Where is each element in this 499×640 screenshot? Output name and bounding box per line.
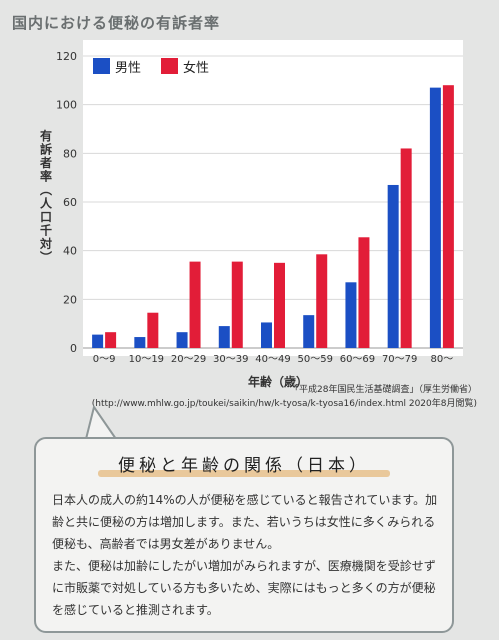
bars [92, 85, 454, 348]
x-tick-label: 10〜19 [129, 354, 164, 365]
y-axis-label-char: 口 [40, 210, 52, 224]
info-paragraph-2: また、便秘は加齢にしたがい増加がみられますが、医療機関を受診せずに市販薬で対処し… [52, 559, 436, 617]
bar-male [176, 332, 188, 348]
info-box-heading: 便秘と年齢の関係（日本） [118, 456, 370, 476]
source-url: (http://www.mhlw.go.jp/toukei/saikin/hw/… [91, 399, 477, 409]
y-tick-label: 120 [56, 50, 77, 63]
bar-female [147, 312, 159, 348]
x-tick-label: 30〜39 [213, 354, 248, 365]
x-tick-label: 20〜29 [171, 354, 206, 365]
plot-area [83, 40, 463, 356]
bar-female [442, 85, 454, 348]
y-axis-label-char: 率 [40, 169, 52, 184]
x-axis-label: 年齢（歳） [248, 374, 308, 389]
y-axis-label-char: 者 [39, 155, 52, 170]
source-citation: 「平成28年国民生活基礎調査」（厚生労働省） (http://www.mhlw.… [7, 383, 477, 411]
legend-swatch [93, 58, 110, 74]
page-title: 国内における便秘の有訴者率 [12, 14, 221, 32]
x-tick-labels: 0〜9 10〜19 20〜29 30〜39 40〜49 50〜59 60〜69 70〜79 80… [93, 354, 454, 365]
bar-female [274, 262, 285, 348]
gridlines [83, 55, 463, 349]
bar-chart: 0 20 40 60 80 100 120 0〜9 10〜19 20〜29 30〜39 40〜49 5… [39, 40, 463, 389]
legend-label: 女性 [183, 60, 209, 76]
bar-female [400, 148, 412, 348]
bar-male [134, 337, 146, 348]
x-tick-label: 70〜79 [382, 354, 417, 365]
y-tick-label: 20 [63, 293, 77, 306]
bar-female [231, 261, 243, 348]
bar-female [316, 254, 328, 348]
x-tick-label: 80〜 [431, 354, 454, 365]
y-tick-labels: 0 20 40 60 80 100 120 [56, 50, 77, 355]
heading-highlight [98, 470, 390, 477]
y-axis-label-char: ︶ [39, 250, 53, 265]
y-axis-label-char: 訴 [40, 142, 52, 157]
info-box-text: 日本人の成人の約14%の人が便秘を感じていると報告されています。加齢と共に便秘の… [52, 489, 438, 621]
x-tick-label: 0〜9 [93, 354, 116, 365]
source-title: 「平成28年国民生活基礎調査」（厚生労働省） [290, 385, 477, 395]
bar-male [387, 184, 399, 348]
bar-male [429, 87, 441, 348]
y-axis-label-char: ︵ [39, 183, 53, 197]
bar-female [105, 332, 117, 348]
bar-male [261, 322, 272, 348]
y-tick-label: 40 [63, 245, 77, 258]
x-tick-label: 60〜69 [340, 354, 375, 365]
legend-swatch [161, 58, 178, 74]
info-paragraph-1: 日本人の成人の約14%の人が便秘を感じていると報告されています。加齢と共に便秘の… [52, 493, 438, 551]
legend-label: 男性 [115, 61, 141, 76]
y-tick-label: 80 [63, 147, 77, 160]
bar-male [303, 315, 315, 348]
y-axis-label-char: 人 [40, 196, 53, 211]
y-axis-label-char: 対 [39, 236, 52, 251]
y-axis-label-char: 有 [40, 128, 52, 143]
info-box: 便秘と年齢の関係（日本） 日本人の成人の約14%の人が便秘を感じていると報告され… [34, 437, 454, 633]
y-tick-label: 60 [63, 196, 77, 209]
x-tick-label: 50〜59 [297, 354, 332, 365]
bar-female [358, 237, 370, 348]
x-tick-label: 40〜49 [255, 354, 290, 365]
y-tick-label: 0 [70, 342, 77, 355]
bar-male [345, 282, 357, 348]
y-tick-label: 100 [56, 99, 77, 112]
y-axis-label-char: 千 [40, 223, 52, 238]
bar-male [92, 334, 104, 348]
bar-male [218, 326, 230, 348]
legend: 男性 女性 [93, 58, 209, 76]
bar-female [189, 261, 201, 348]
